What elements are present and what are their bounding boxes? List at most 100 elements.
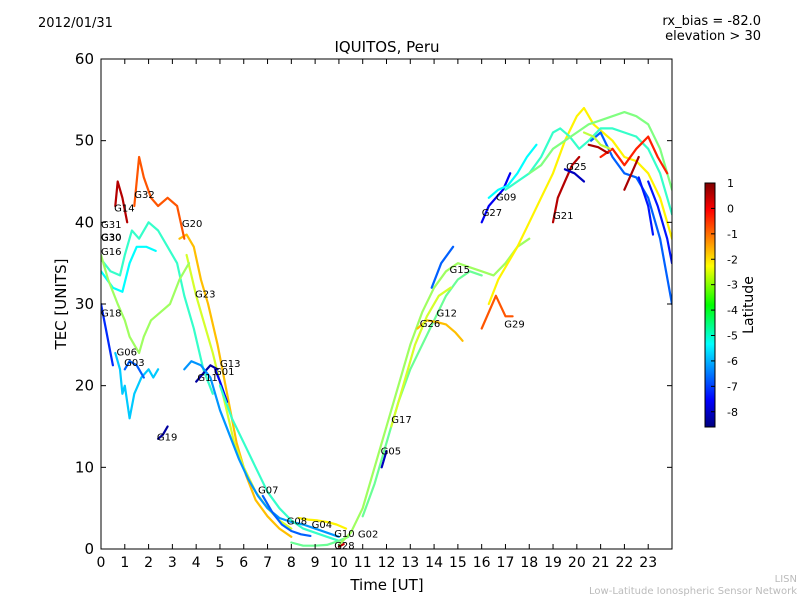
sat-label: G02 <box>358 530 378 541</box>
y-tick-label: 0 <box>84 540 94 558</box>
y-tick-label: 60 <box>75 50 94 68</box>
sat-label: G29 <box>504 320 524 331</box>
sat-label: G16 <box>101 247 121 258</box>
series-line-g36 <box>599 135 669 175</box>
x-tick-label: 6 <box>239 555 248 571</box>
series-line-g13 <box>183 360 340 538</box>
colorbar-tick-label: -2 <box>727 253 738 266</box>
series-layer <box>101 106 672 548</box>
series-line-g39 <box>637 176 655 236</box>
x-tick-label: 3 <box>168 555 177 571</box>
series-line-g11 <box>195 364 219 383</box>
series-line-g38 <box>623 155 640 191</box>
series-line-g15 <box>430 245 455 289</box>
x-tick-label: 16 <box>473 555 491 571</box>
series-line-g04 <box>297 516 348 530</box>
sat-label: G32 <box>134 190 154 201</box>
x-tick-label: 22 <box>616 555 634 571</box>
series-line-g20 <box>178 233 293 538</box>
y-tick-label: 30 <box>75 295 94 313</box>
x-tick-label: 20 <box>568 555 586 571</box>
sat-label: G03 <box>124 358 144 369</box>
sat-label: G19 <box>157 432 177 443</box>
colorbar-tick-label: -4 <box>727 304 738 317</box>
rx-bias-label: rx_bias = -82.0 <box>662 14 761 29</box>
x-tick-label: 9 <box>311 555 320 571</box>
series-line-g34 <box>528 110 672 191</box>
series-line-g09 <box>487 143 538 199</box>
x-axis-label: Time [UT] <box>349 576 423 594</box>
sat-label: G12 <box>437 308 457 319</box>
sat-label: G14 <box>114 204 134 215</box>
sat-label: G28 <box>334 541 354 552</box>
sat-label: G11 <box>197 373 217 384</box>
series-line-g07 <box>218 384 340 542</box>
axis-ticks: 0 1 2 3 4 5 6 7 8 9 10 11 12 13 14 15 16 17 18 19 20 21 22 2301… <box>75 50 672 571</box>
footer-line-1: LISN <box>774 574 797 585</box>
sat-label: G17 <box>391 415 411 426</box>
series-line-g19 <box>157 425 169 440</box>
sat-label: G01 <box>214 367 234 378</box>
series-line-g21 <box>551 155 581 224</box>
sat-label: G30 <box>101 232 121 243</box>
colorbar-tick-label: -6 <box>727 355 738 368</box>
x-tick-label: 23 <box>639 555 657 571</box>
x-tick-label: 4 <box>192 555 201 571</box>
sat-label: G05 <box>381 446 401 457</box>
series-line-g35 <box>589 131 672 306</box>
receiver-info: rx_bias = -82.0 elevation > 30 <box>662 14 761 44</box>
series-line-g41 <box>582 131 612 150</box>
x-tick-label: 13 <box>401 555 419 571</box>
x-tick-label: 17 <box>497 555 515 571</box>
series-line-g32 <box>133 155 186 240</box>
colorbar-label: Latitude <box>741 276 757 334</box>
series-line-g17 <box>361 270 483 518</box>
x-tick-label: 2 <box>144 555 153 571</box>
x-tick-label: 10 <box>330 555 348 571</box>
sat-label: G23 <box>195 290 215 301</box>
y-tick-label: 50 <box>75 132 94 150</box>
x-tick-label: 0 <box>97 555 106 571</box>
y-axis-label: TEC [UNITS] <box>52 259 70 351</box>
x-tick-label: 19 <box>544 555 562 571</box>
colorbar-tick-label: -3 <box>727 279 738 292</box>
sat-label: G08 <box>287 517 307 528</box>
sat-label: G07 <box>258 486 278 497</box>
colorbar <box>704 182 716 428</box>
series-line-g01 <box>214 368 229 404</box>
y-tick-label: 20 <box>75 377 94 395</box>
x-tick-label: 7 <box>263 555 272 571</box>
colorbar-tick-label: 1 <box>727 177 734 190</box>
sat-label: G30 <box>101 233 121 244</box>
sat-label: G21 <box>553 211 573 222</box>
chart-title: IQUITOS, Peru <box>334 38 439 56</box>
series-line-g29 <box>480 294 514 330</box>
y-tick-label: 40 <box>75 213 94 231</box>
series-line-g31 <box>101 221 214 395</box>
series-line-g27 <box>480 172 512 224</box>
series-line-g30 <box>101 245 157 293</box>
colorbar-tick-label: -8 <box>727 406 738 419</box>
series-line-g28 <box>337 542 345 548</box>
colorbar-tick-label: -7 <box>727 380 738 393</box>
elevation-label: elevation > 30 <box>665 29 761 44</box>
series-line-g10 <box>290 535 350 547</box>
x-tick-label: 21 <box>592 555 610 571</box>
x-tick-label: 8 <box>287 555 296 571</box>
series-line-g22 <box>487 106 672 306</box>
series-line-g40 <box>647 180 672 265</box>
footer-line-2: Low-Latitude Ionospheric Sensor Network <box>589 586 797 597</box>
x-tick-label: 14 <box>425 555 443 571</box>
x-tick-label: 18 <box>520 555 538 571</box>
series-line-g08 <box>261 494 312 538</box>
x-tick-label: 5 <box>215 555 224 571</box>
colorbar-tick-label: -1 <box>727 228 738 241</box>
series-line-g25 <box>563 168 586 183</box>
sat-label: G25 <box>566 162 586 173</box>
series-line-g14 <box>114 180 129 224</box>
series-line-g16 <box>101 253 191 355</box>
sat-label: G27 <box>482 208 502 219</box>
sat-label: G20 <box>182 219 202 230</box>
sat-label: G10 <box>334 529 354 540</box>
